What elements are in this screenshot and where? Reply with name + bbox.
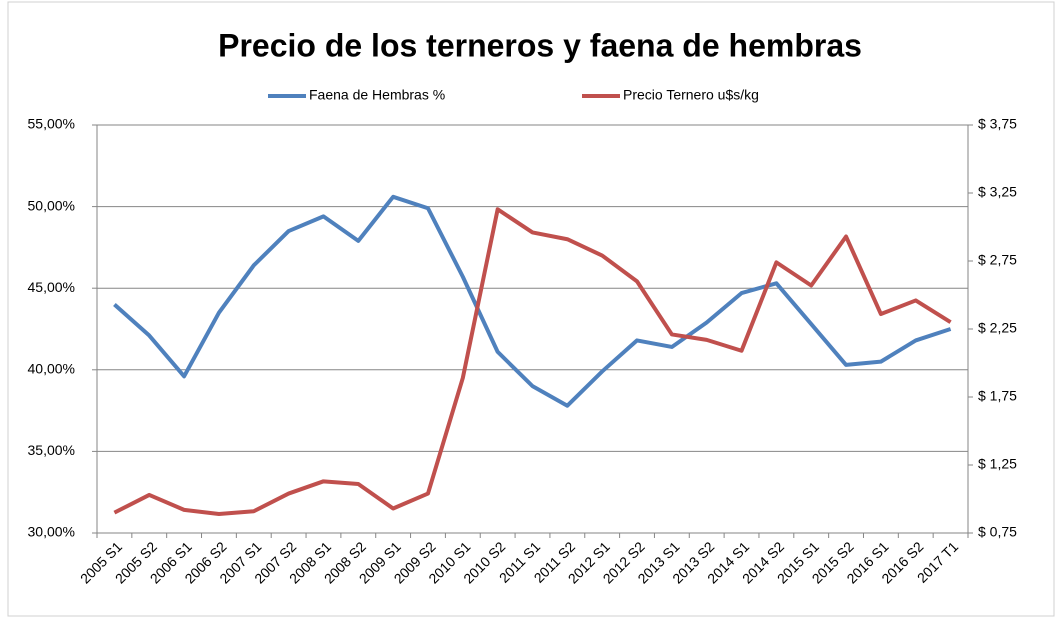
y2-tick-label: $ 2,25	[978, 320, 1017, 336]
y2-tick-label: $ 0,75	[978, 524, 1017, 540]
y2-tick-label: $ 1,25	[978, 456, 1017, 472]
y-tick-label: 45,00%	[28, 279, 75, 295]
line-series	[113, 194, 952, 408]
y-tick-label: 40,00%	[28, 361, 75, 377]
y2-tick-label: $ 1,75	[978, 388, 1017, 404]
chart-title: Precio de los terneros y faena de hembra…	[218, 27, 862, 63]
y-tick-label: 50,00%	[28, 197, 75, 213]
y2-tick-label: $ 3,75	[978, 116, 1017, 132]
y-tick-label: 30,00%	[28, 524, 75, 540]
y-tick-label: 55,00%	[28, 116, 75, 132]
y-tick-label: 35,00%	[28, 442, 75, 458]
legend-label: Faena de Hembras %	[309, 87, 445, 103]
y2-tick-label: $ 2,75	[978, 252, 1017, 268]
legend-label: Precio Ternero u$s/kg	[623, 87, 759, 103]
line-series	[113, 207, 952, 516]
y2-tick-label: $ 3,25	[978, 184, 1017, 200]
